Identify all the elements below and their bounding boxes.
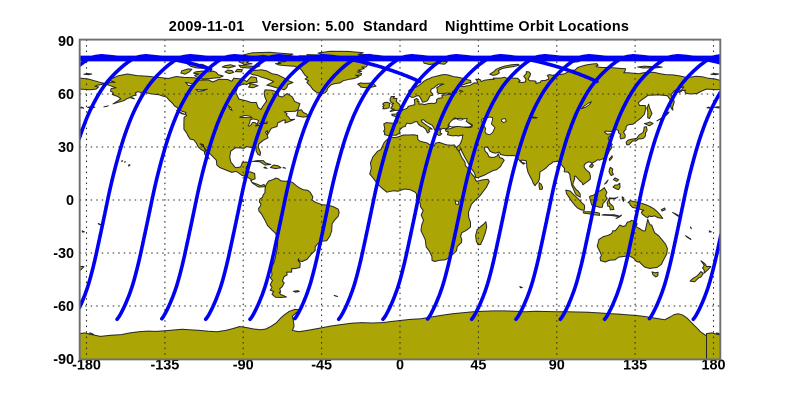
svg-text:-60: -60 <box>53 299 74 315</box>
svg-text:90: 90 <box>549 358 565 374</box>
svg-text:135: 135 <box>623 358 647 374</box>
svg-text:2009-11-01 Version: 5.00 S: 2009-11-01 Version: 5.00 Standard Nightt… <box>169 19 629 35</box>
svg-text:90: 90 <box>58 34 74 50</box>
svg-text:60: 60 <box>58 87 74 103</box>
svg-text:-30: -30 <box>53 246 74 262</box>
svg-text:-90: -90 <box>53 352 74 368</box>
svg-text:0: 0 <box>396 358 404 374</box>
svg-text:45: 45 <box>470 358 486 374</box>
svg-text:-45: -45 <box>311 358 332 374</box>
svg-text:0: 0 <box>66 193 74 209</box>
svg-text:-90: -90 <box>233 358 254 374</box>
svg-text:-135: -135 <box>150 358 179 374</box>
svg-text:-180: -180 <box>72 358 101 374</box>
svg-text:180: 180 <box>701 358 725 374</box>
svg-text:30: 30 <box>58 140 74 156</box>
